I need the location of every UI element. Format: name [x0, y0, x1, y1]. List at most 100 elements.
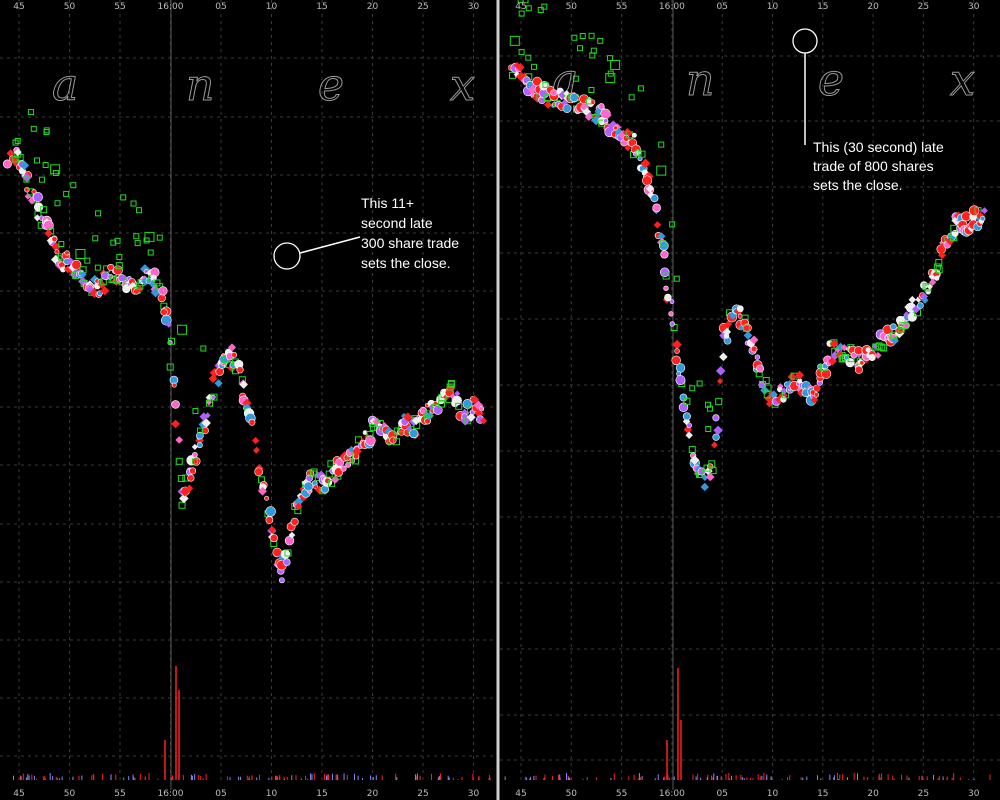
x-tick-label-top: 45 [13, 2, 24, 12]
trade-marker [712, 414, 720, 422]
trade-marker [33, 214, 41, 222]
quote-marker [522, 0, 529, 4]
quote-marker [425, 410, 433, 418]
trade-marker [69, 269, 80, 280]
quote-marker [531, 63, 538, 70]
quote-marker [70, 182, 77, 189]
quote-marker [136, 207, 143, 214]
quote-marker [588, 87, 595, 94]
quote-marker [92, 235, 99, 242]
trade-marker [874, 351, 882, 359]
trade-marker [6, 149, 15, 158]
x-tick-label-top: 05 [215, 2, 226, 12]
x-tick-label-top: 25 [918, 2, 929, 12]
annotation-text: second late [361, 215, 433, 231]
trade-marker [650, 194, 659, 203]
quote-marker [134, 240, 141, 247]
trade-marker [550, 89, 558, 97]
trade-marker [303, 481, 314, 492]
quote-marker [42, 162, 49, 169]
x-tick-label-top: 20 [367, 2, 379, 12]
quote-marker [589, 52, 596, 59]
trade-marker [580, 102, 589, 111]
watermark-letter: x [450, 60, 475, 111]
trade-marker [269, 534, 278, 543]
x-tick-label: 15 [817, 789, 828, 799]
trade-marker [603, 110, 612, 120]
trade-marker [242, 398, 252, 408]
quote-marker [525, 54, 532, 61]
trade-marker [195, 435, 205, 445]
trade-marker [934, 275, 940, 281]
trade-marker [340, 465, 347, 472]
quote-marker [607, 70, 614, 77]
trade-marker [479, 406, 485, 412]
quote-marker [537, 7, 544, 14]
quote-marker [94, 264, 101, 271]
trade-marker [201, 418, 211, 428]
trade-marker [660, 250, 669, 259]
trade-marker [210, 394, 216, 400]
annotation-text: This 11+ [361, 195, 414, 211]
x-tick-label-top: 50 [64, 2, 76, 12]
quote-marker [156, 234, 163, 241]
trade-marker [795, 370, 805, 380]
trade-marker [675, 375, 686, 386]
watermark-letter: e [318, 60, 344, 111]
quote-marker [369, 423, 377, 431]
quote-marker [709, 467, 717, 475]
quote-marker [200, 345, 207, 352]
trade-marker [624, 144, 631, 152]
trade-marker [227, 343, 237, 352]
trade-marker [50, 254, 61, 265]
x-tick-label: 55 [616, 789, 627, 799]
x-tick-label-top: 55 [114, 2, 125, 12]
quote-marker [447, 380, 455, 388]
trade-marker [584, 113, 593, 122]
watermark-letter: e [818, 55, 844, 106]
trade-marker [719, 352, 728, 362]
trade-marker [672, 339, 682, 350]
trade-marker [24, 186, 30, 193]
trade-marker [352, 446, 362, 457]
quote-marker [310, 468, 318, 476]
quote-marker [518, 48, 525, 55]
trade-marker [294, 502, 303, 511]
quote-marker [669, 221, 676, 228]
trade-marker [647, 191, 655, 200]
annotation-text: sets the close. [813, 177, 903, 193]
trade-marker [243, 403, 252, 413]
trade-marker [829, 339, 839, 349]
quote-marker [192, 408, 199, 415]
quote-marker [606, 55, 613, 62]
quote-marker [656, 165, 667, 176]
trade-marker [642, 175, 653, 186]
x-tick-label-top: 45 [515, 2, 526, 12]
quote-marker [12, 155, 20, 163]
trade-marker [562, 104, 572, 113]
x-tick-label: 45 [13, 789, 24, 799]
quote-marker [393, 438, 401, 446]
trade-marker [283, 558, 291, 566]
trade-marker [722, 327, 732, 336]
x-tick-label-top: 15 [817, 2, 828, 12]
quote-marker [38, 176, 45, 183]
annotation-text: trade of 800 shares [813, 158, 934, 174]
x-tick-label: 05 [716, 789, 727, 799]
trade-marker [701, 474, 709, 481]
quote-marker [509, 35, 520, 46]
quote-marker [95, 210, 102, 217]
trade-marker [929, 278, 937, 286]
trade-marker [473, 400, 484, 411]
trade-marker [917, 302, 924, 309]
quote-marker [327, 460, 335, 468]
trade-marker [646, 184, 654, 193]
trade-marker [845, 358, 855, 368]
x-tick-label: 25 [918, 789, 929, 799]
trade-marker [111, 276, 122, 286]
quote-marker [577, 45, 584, 52]
trade-marker [79, 271, 87, 278]
trade-marker [46, 236, 55, 245]
trade-marker [239, 380, 248, 389]
trade-marker [598, 103, 605, 110]
